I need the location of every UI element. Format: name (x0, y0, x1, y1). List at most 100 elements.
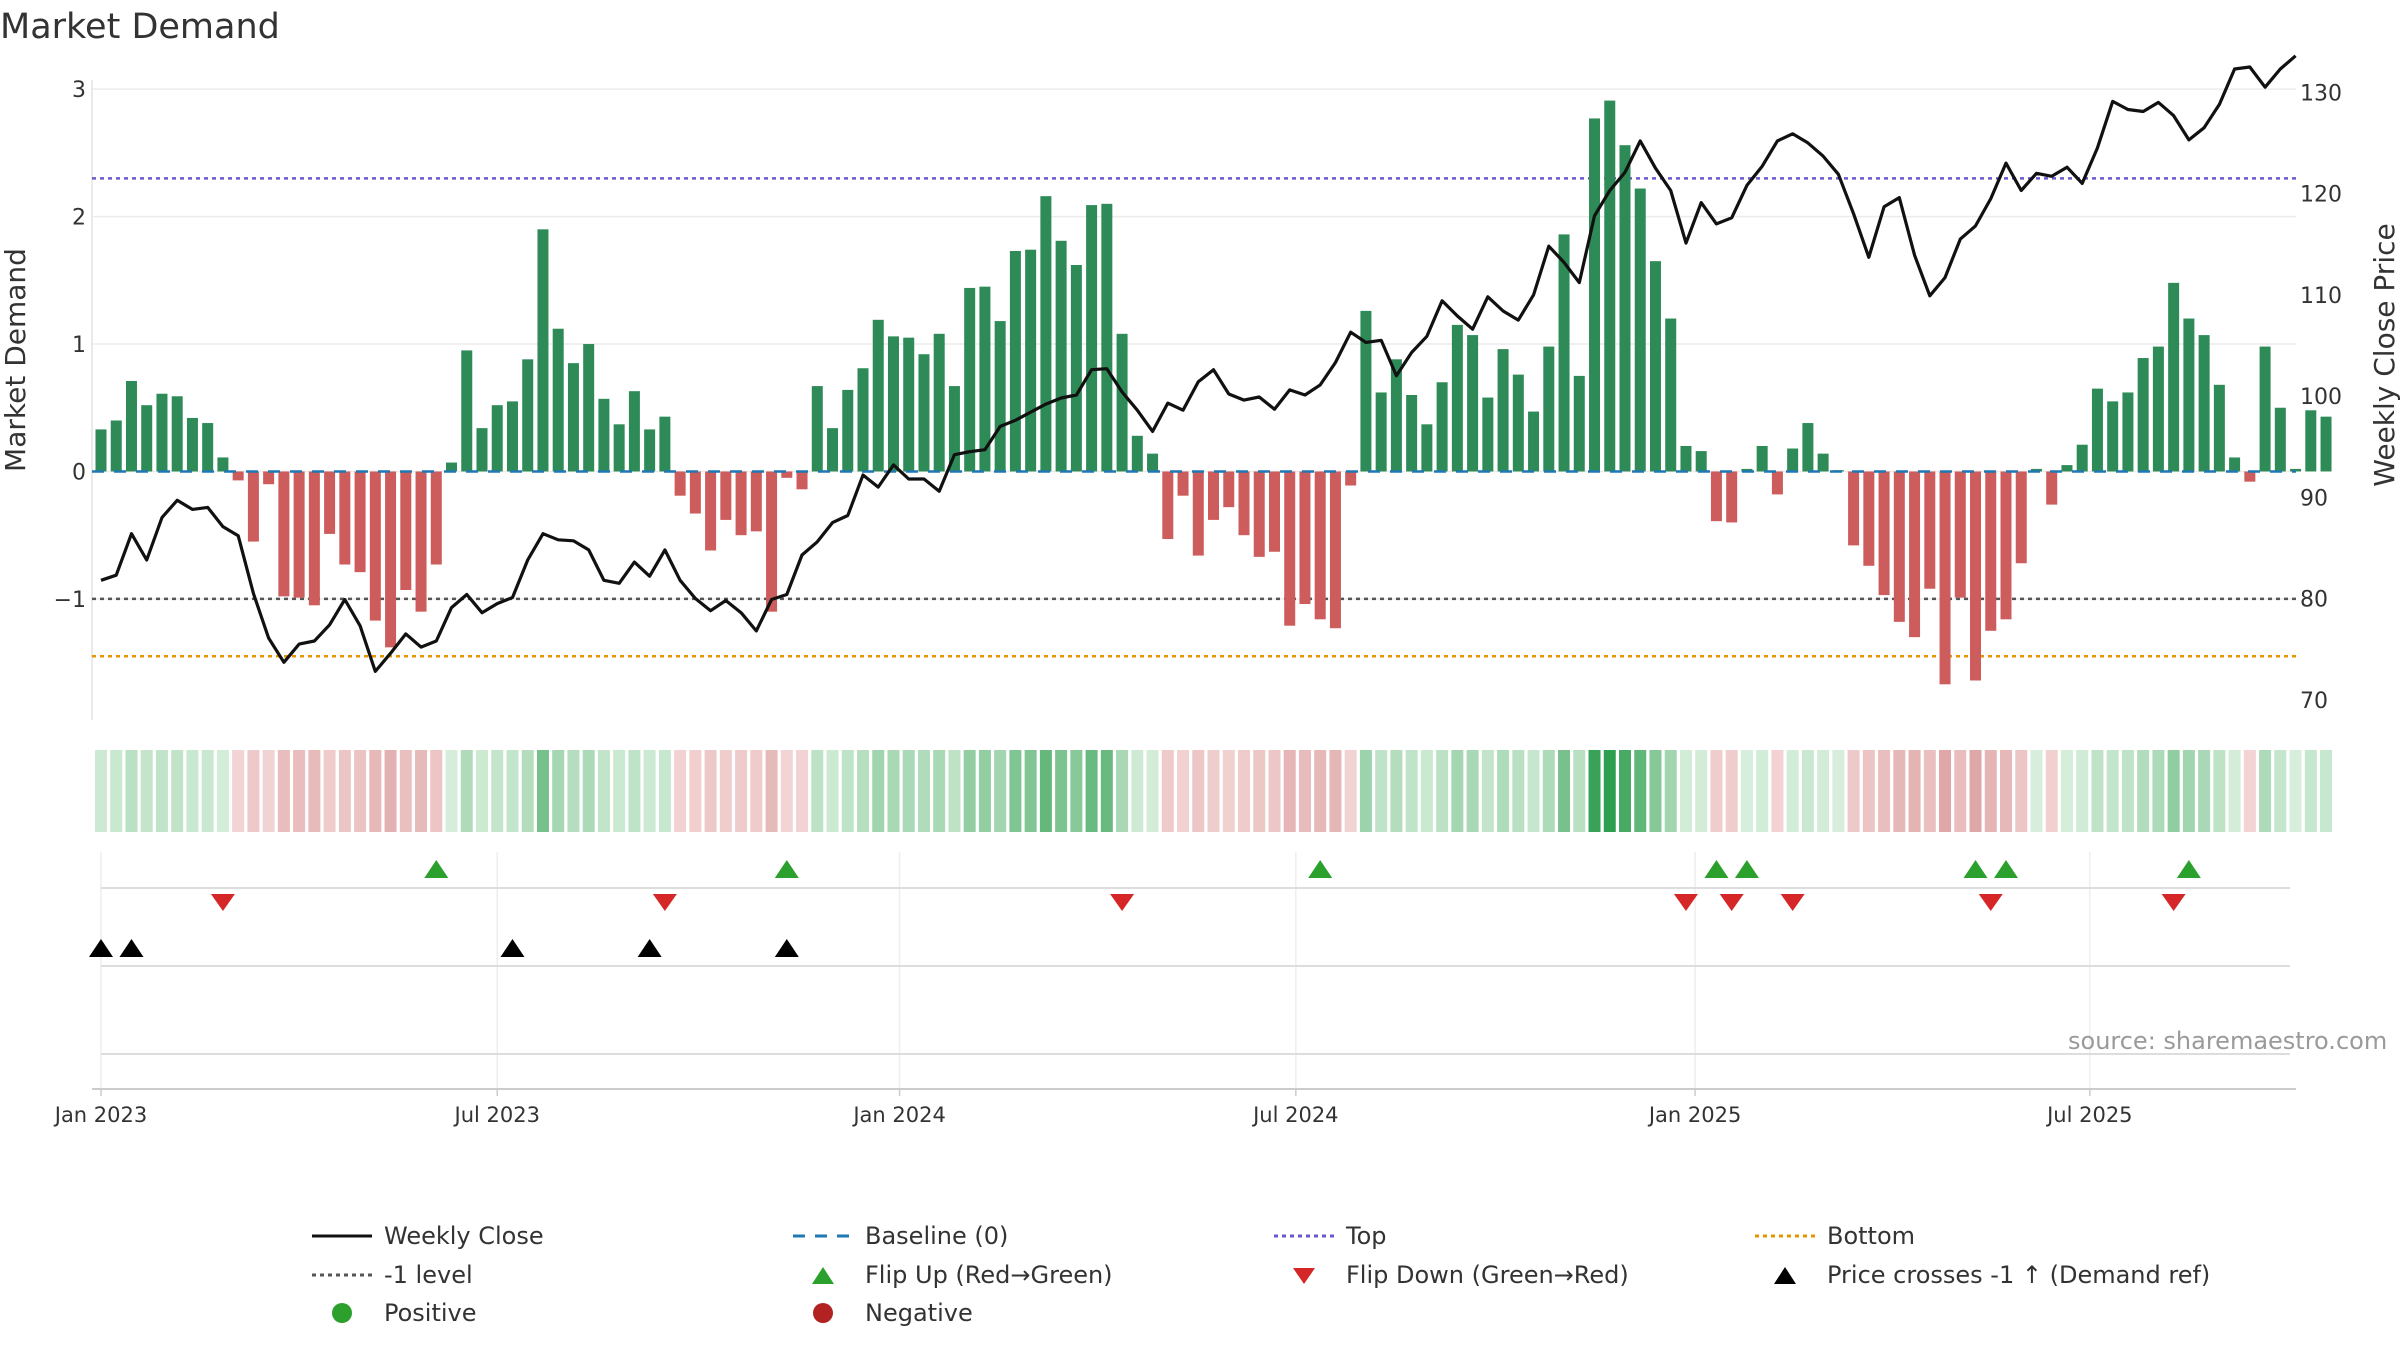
demand-bar (202, 423, 214, 472)
heat-strip-cell (1405, 750, 1418, 832)
left-axis-ticks: −1 0 1 2 3 (54, 78, 86, 613)
legend-price-cross-icon (1774, 1267, 1796, 1284)
demand-bar (2168, 282, 2180, 472)
heat-strip-cell (1283, 750, 1296, 832)
demand-bar (1528, 411, 1540, 472)
demand-bar (644, 429, 656, 472)
legend-label: Price crosses -1 ↑ (Demand ref) (1827, 1261, 2210, 1289)
demand-bar (1360, 310, 1372, 472)
heat-strip-cell (476, 750, 488, 832)
heat-strip-cell (1619, 750, 1631, 832)
heat-strip-cell (1725, 750, 1738, 832)
chart-title: Market Demand (0, 7, 280, 47)
legend-flip-down-icon (1293, 1268, 1315, 1284)
flip-down-marker (1110, 894, 1135, 911)
demand-bar (1741, 468, 1753, 472)
demand-bar (1329, 471, 1341, 629)
heat-strip-cell (1116, 750, 1129, 832)
flip-up-marker (1994, 860, 2018, 878)
heat-strip-cell (277, 750, 290, 832)
heat-strip-cell (2045, 750, 2058, 832)
flip-down-marker (652, 894, 677, 911)
demand-bar (1985, 471, 1997, 631)
heat-strip-cell (2167, 750, 2180, 832)
heat-strip-cell (536, 750, 549, 832)
heat-strip-cell (1817, 750, 1830, 832)
x-tick-label: Jul 2023 (453, 1103, 540, 1127)
demand-bar (1573, 375, 1585, 472)
heat-strip-cell (521, 750, 534, 832)
heat-strip-cell (1512, 750, 1525, 832)
legend-label: Weekly Close (384, 1222, 544, 1250)
demand-bar (613, 424, 625, 472)
demand-bar (506, 401, 518, 472)
demand-bar (1299, 471, 1311, 605)
heat-strip-cell (674, 750, 687, 832)
demand-bar (1680, 445, 1692, 472)
demand-bar (476, 428, 488, 472)
heat-strip-cell (506, 750, 519, 832)
demand-bar (522, 359, 534, 472)
heat-strip-cell (872, 750, 885, 832)
heat-strip-cell (1756, 750, 1769, 832)
flip-up-marker (1963, 860, 1988, 878)
heat-strip-cell (1984, 750, 1997, 832)
demand-bar (1421, 424, 1433, 472)
demand-bar (1878, 471, 1890, 596)
heat-strip-cell (1527, 750, 1540, 832)
demand-bar (537, 229, 549, 472)
demand-bar (720, 471, 732, 520)
demand-bar (1497, 349, 1509, 472)
demand-bar (461, 350, 473, 472)
heat-strip-cell (186, 750, 199, 832)
demand-bar (1436, 382, 1448, 472)
demand-bar (1939, 471, 1951, 685)
demand-bar (2091, 388, 2103, 472)
heat-strip-cell (1238, 750, 1250, 832)
demand-bar (141, 405, 153, 472)
heat-strip-cell (1969, 750, 1982, 832)
heat-strip-cell (338, 750, 351, 832)
heat-strip-cell (399, 750, 412, 832)
heat-strip-cell (2106, 750, 2119, 832)
demand-bar (1009, 250, 1021, 472)
heat-strip-cell (1222, 750, 1235, 832)
demand-bar (263, 471, 275, 485)
demand-bar (811, 386, 823, 472)
heat-strip-cell (1710, 750, 1723, 832)
heat-strip-cell (1649, 750, 1662, 832)
heat-strip-cell (125, 750, 138, 832)
heat-strip-cell (2259, 750, 2272, 832)
heat-strip-cell (140, 750, 153, 832)
demand-bar (95, 429, 107, 472)
heat-strip-cell (232, 750, 245, 832)
heat-strip-cell (1908, 750, 1921, 832)
heat-strip-cell (2243, 750, 2256, 832)
demand-bar (857, 368, 869, 472)
demand-bar (979, 286, 991, 472)
legend-flip-up-icon (812, 1267, 834, 1284)
demand-bar (1451, 324, 1463, 472)
demand-bar (1268, 471, 1280, 552)
demand-bar (308, 471, 320, 606)
demand-bar (2137, 358, 2149, 472)
heat-strip-cell (628, 750, 641, 832)
demand-bar (781, 471, 793, 478)
heat-strip-cell (719, 750, 732, 832)
demand-bar (1147, 453, 1159, 472)
heat-strip-cell (1679, 750, 1692, 832)
heat-strip-cell (1420, 750, 1433, 832)
demand-bar (1284, 471, 1296, 626)
heat-strip-cell (582, 750, 595, 832)
heat-strip-cell (323, 750, 336, 832)
heat-strip-cell (384, 750, 397, 832)
heat-strip-cell (963, 750, 976, 832)
demand-bar (1558, 234, 1570, 472)
flip-up-marker (2176, 860, 2201, 878)
heat-strip-cell (1771, 750, 1784, 832)
demand-bar (659, 416, 671, 472)
demand-bar (1177, 471, 1189, 496)
demand-bar (400, 471, 412, 590)
demand-bar (2305, 410, 2317, 472)
